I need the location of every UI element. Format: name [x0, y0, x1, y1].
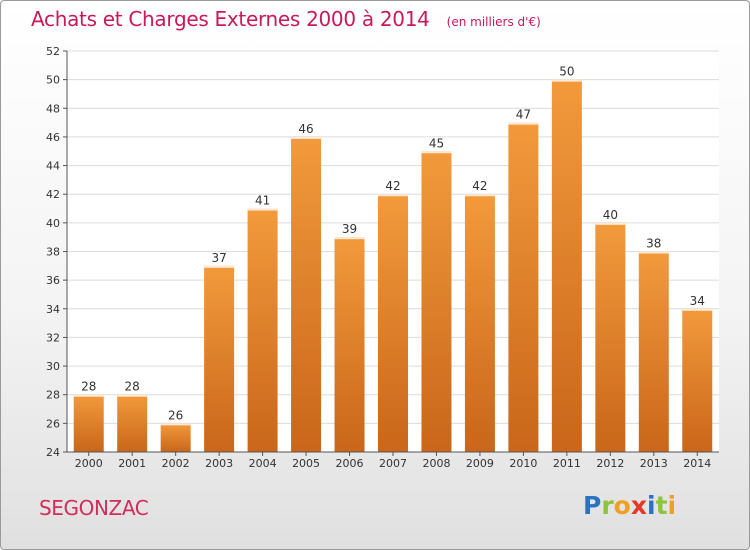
value-label-2004: 41 [255, 194, 270, 208]
value-label-2001: 28 [125, 380, 140, 394]
bar-highlight [204, 265, 235, 268]
x-tick-label-2002: 2002 [162, 457, 190, 470]
y-tick-label: 26 [46, 417, 60, 430]
y-tick-label: 42 [46, 188, 60, 201]
y-tick-label: 48 [46, 102, 60, 115]
bar-2009 [464, 194, 495, 452]
bar-highlight [247, 208, 278, 211]
y-tick-label: 24 [46, 446, 60, 459]
y-tick-label: 36 [46, 274, 60, 287]
bar-2013 [638, 251, 669, 452]
bar-highlight [334, 237, 365, 240]
y-tick-label: 38 [46, 246, 60, 259]
bar-2002 [160, 423, 191, 452]
value-label-2003: 37 [211, 251, 226, 265]
y-tick-label: 44 [46, 160, 60, 173]
bar-highlight [378, 194, 408, 197]
bar-2006 [334, 237, 365, 452]
bar-highlight [117, 394, 148, 397]
bar-2007 [378, 194, 408, 452]
logo-letter: t [655, 491, 668, 520]
logo-letter: i [667, 491, 677, 520]
value-label-2006: 39 [342, 222, 357, 236]
x-tick-label-2004: 2004 [249, 457, 277, 470]
value-label-2007: 42 [385, 179, 400, 193]
value-label-2012: 40 [603, 208, 618, 222]
x-tick-label-2006: 2006 [336, 457, 364, 470]
bar-2005 [291, 136, 322, 452]
bar-2001 [117, 394, 148, 452]
proxiti-logo: Proxiti [583, 491, 676, 520]
y-tick-label: 40 [46, 217, 60, 230]
x-tick-label-2008: 2008 [422, 457, 450, 470]
x-tick-label-2003: 2003 [205, 457, 233, 470]
bar-highlight [551, 79, 582, 82]
bar-highlight [682, 308, 713, 311]
chart-subtitle: (en milliers d'€) [446, 15, 541, 29]
bar-highlight [291, 136, 322, 139]
bar-highlight [421, 151, 452, 154]
y-tick-label: 28 [46, 389, 60, 402]
bar-2012 [595, 222, 626, 452]
y-tick-label: 32 [46, 331, 60, 344]
logo-letter: P [583, 491, 602, 520]
value-label-2011: 50 [559, 65, 574, 79]
bar-2010 [508, 122, 539, 452]
x-tick-label-2000: 2000 [75, 457, 103, 470]
y-tick-label: 46 [46, 131, 60, 144]
value-label-2000: 28 [81, 380, 96, 394]
value-label-2014: 34 [690, 294, 705, 308]
x-tick-label-2012: 2012 [596, 457, 624, 470]
bar-2014 [682, 308, 713, 452]
x-tick-label-2007: 2007 [379, 457, 407, 470]
bar-highlight [638, 251, 669, 254]
y-tick-label: 50 [46, 74, 60, 87]
x-tick-label-2011: 2011 [553, 457, 581, 470]
bar-2004 [247, 208, 278, 452]
value-label-2008: 45 [429, 136, 444, 150]
bar-highlight [595, 222, 626, 225]
x-tick-label-2001: 2001 [118, 457, 146, 470]
x-tick-label-2013: 2013 [640, 457, 668, 470]
bar-highlight [508, 122, 539, 125]
bar-2003 [204, 265, 235, 452]
x-tick-label-2005: 2005 [292, 457, 320, 470]
logo-letter: r [601, 491, 614, 520]
x-tick-label-2014: 2014 [683, 457, 711, 470]
value-label-2010: 47 [516, 108, 531, 122]
value-label-2002: 26 [168, 408, 183, 422]
logo-letter: i [647, 491, 656, 520]
chart-title-row: Achats et Charges Externes 2000 à 2014 (… [31, 7, 541, 31]
x-tick-label-2009: 2009 [466, 457, 494, 470]
logo-letter: o [613, 491, 631, 520]
y-tick-label: 34 [46, 303, 60, 316]
y-tick-label: 52 [46, 45, 60, 58]
location-name: SEGONZAC [39, 496, 149, 520]
bar-highlight [464, 194, 495, 197]
bar-2011 [551, 79, 582, 453]
bar-2000 [73, 394, 104, 452]
value-label-2009: 42 [472, 179, 487, 193]
y-tick-label: 30 [46, 360, 60, 373]
chart-title: Achats et Charges Externes 2000 à 2014 [31, 7, 430, 31]
bar-2008 [421, 151, 452, 452]
logo-letter: x [630, 491, 647, 520]
bar-highlight [160, 423, 191, 426]
bar-highlight [73, 394, 104, 397]
x-tick-label-2010: 2010 [509, 457, 537, 470]
value-label-2013: 38 [646, 237, 661, 251]
value-label-2005: 46 [298, 122, 313, 136]
